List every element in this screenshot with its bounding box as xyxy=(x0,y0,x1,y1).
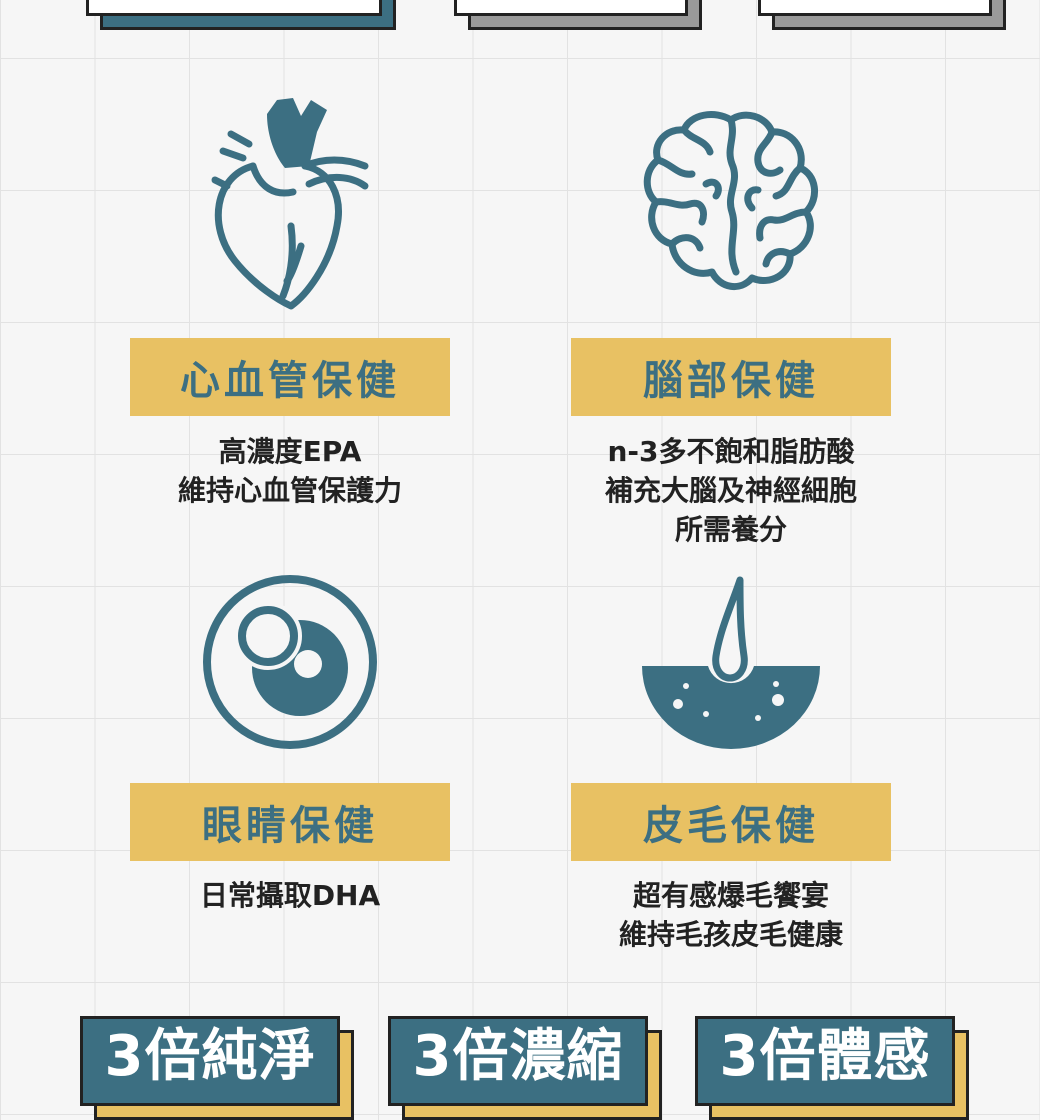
hair-icon xyxy=(642,576,820,749)
top-badge-3 xyxy=(758,0,1006,30)
feature-description: n-3多不飽和脂肪酸 補充大腦及神經細胞 所需養分 xyxy=(521,432,941,549)
feature-title: 眼睛保健 xyxy=(130,783,450,861)
feature-description-line: 所需養分 xyxy=(674,513,787,546)
top-badge-1 xyxy=(86,0,396,30)
bottom-badge-2: 3倍濃縮 xyxy=(388,1016,662,1120)
feature-description-line: n-3多不飽和脂肪酸 xyxy=(607,435,855,468)
top-badge-face xyxy=(758,0,992,16)
feature-description-line: 補充大腦及神經細胞 xyxy=(604,474,857,507)
feature-description: 超有感爆毛饗宴 維持毛孩皮毛健康 xyxy=(521,876,941,954)
feature-description-line: 維持毛孩皮毛健康 xyxy=(618,918,843,951)
top-badge-face xyxy=(86,0,382,16)
bottom-badge-3: 3倍體感 xyxy=(695,1016,969,1120)
feature-description: 高濃度EPA 維持心血管保護力 xyxy=(80,432,500,510)
bottom-badge-label: 3倍體感 xyxy=(719,1024,931,1089)
feature-description-line: 維持心血管保護力 xyxy=(177,474,402,507)
feature-description: 日常攝取DHA xyxy=(80,876,500,915)
top-badge-face xyxy=(454,0,688,16)
heart-icon xyxy=(211,98,369,310)
feature-description-line: 日常攝取DHA xyxy=(199,879,381,912)
bottom-badge-face: 3倍體感 xyxy=(695,1016,955,1106)
eye-icon xyxy=(203,575,377,749)
top-badge-2 xyxy=(454,0,702,30)
feature-description-line: 超有感爆毛饗宴 xyxy=(632,879,829,912)
bottom-badge-label: 3倍濃縮 xyxy=(412,1024,624,1089)
feature-title: 皮毛保健 xyxy=(571,783,891,861)
feature-title: 心血管保健 xyxy=(130,338,450,416)
brain-icon xyxy=(643,111,818,290)
feature-title: 腦部保健 xyxy=(571,338,891,416)
bottom-badge-face: 3倍純淨 xyxy=(80,1016,340,1106)
feature-description-line: 高濃度EPA xyxy=(218,435,362,468)
bottom-badge-1: 3倍純淨 xyxy=(80,1016,354,1120)
bottom-badge-label: 3倍純淨 xyxy=(104,1024,316,1089)
bottom-badge-face: 3倍濃縮 xyxy=(388,1016,648,1106)
